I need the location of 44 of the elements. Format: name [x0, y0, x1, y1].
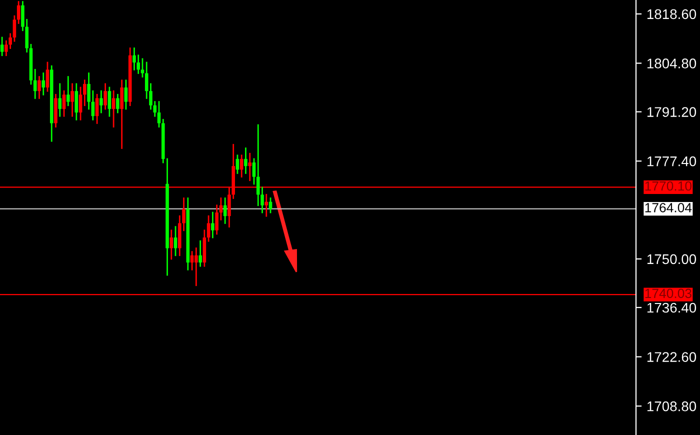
candlestick — [211, 212, 214, 238]
ref-line-label: 1770.10 — [645, 181, 692, 191]
candlestick — [104, 83, 107, 110]
candlestick — [120, 80, 124, 149]
ref-line-label: 1740.03 — [645, 288, 692, 298]
candlestick — [100, 90, 103, 114]
candlestick — [12, 15, 16, 42]
candlestick — [264, 194, 268, 217]
candlestick — [33, 68, 37, 99]
candlestick — [38, 76, 41, 99]
candlestick — [70, 83, 74, 117]
candlestick — [62, 90, 66, 117]
candlestick — [112, 90, 116, 128]
candlestick — [248, 152, 252, 182]
candlestick — [194, 248, 198, 286]
candlestick — [83, 80, 86, 106]
candlestick — [42, 72, 46, 96]
candlestick — [46, 62, 50, 92]
y-tick-label: 1777.40 — [647, 156, 696, 166]
y-tick-label: 1708.80 — [647, 401, 696, 412]
ref-line-label: 1764.04 — [645, 202, 692, 212]
y-tick-label: 1750.00 — [647, 254, 696, 264]
y-tick-label: 1804.80 — [647, 58, 696, 68]
candlestick — [108, 86, 112, 117]
candlestick — [132, 48, 136, 70]
candlestick — [58, 83, 62, 117]
y-tick-label: 1791.20 — [647, 107, 696, 117]
candlestick — [198, 240, 202, 267]
y-tick-label: 1722.60 — [647, 352, 696, 362]
candlestick — [252, 158, 256, 185]
y-tick-label: 1818.60 — [647, 9, 696, 20]
candlestick — [170, 230, 174, 260]
candlestick — [0, 36, 4, 56]
candlestick — [215, 204, 218, 235]
candlestick — [78, 86, 82, 120]
candlestick — [95, 94, 99, 124]
candlestick — [124, 80, 128, 110]
y-tick-label: 1736.40 — [647, 302, 696, 313]
candlestick — [66, 76, 70, 106]
candlestick — [244, 148, 248, 174]
candlestick — [206, 215, 210, 242]
candlestick — [74, 83, 78, 120]
candlestick — [116, 94, 120, 114]
candlestick — [268, 198, 272, 214]
